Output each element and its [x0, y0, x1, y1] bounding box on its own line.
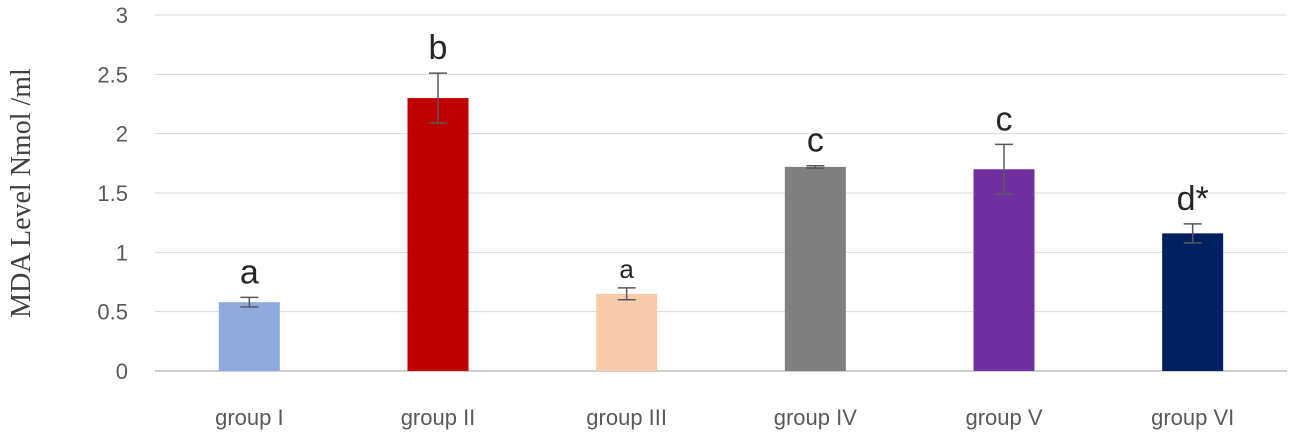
y-tick-label: 0.5: [97, 300, 128, 325]
error-bar: [995, 143, 1013, 195]
x-tick-label: group II: [401, 405, 476, 430]
significance-label: a: [240, 253, 259, 291]
x-axis-ticks: group I group II group III group IV group V g…: [215, 405, 1234, 430]
gridlines: [155, 14, 1287, 372]
x-tick-label: group V: [965, 405, 1042, 430]
significance-label: d*: [1177, 180, 1209, 218]
significance-label: c: [807, 122, 824, 160]
error-bar: [240, 296, 259, 308]
error-bar: [429, 72, 447, 124]
x-tick-label: group I: [215, 405, 284, 430]
significance-label: c: [996, 100, 1013, 138]
bar-group-iv: [784, 166, 846, 371]
y-tick-label: 3: [116, 3, 128, 28]
bar-group-v: [973, 169, 1035, 371]
y-axis-label: MDA Level Nmol /ml: [6, 68, 37, 318]
significance-label: b: [429, 29, 448, 67]
y-tick-label: 1: [116, 240, 128, 265]
y-tick-label: 2: [116, 122, 128, 147]
y-tick-label: 0: [116, 359, 128, 384]
bar-group-i: [218, 302, 280, 371]
error-bar: [1183, 223, 1202, 244]
bar-group-vi: [1162, 233, 1224, 371]
y-tick-label: 2.5: [97, 62, 128, 87]
y-tick-label: 1.5: [97, 181, 128, 206]
bars: [218, 98, 1224, 372]
significance-labels: a b a c c d*: [240, 29, 1209, 291]
significance-label: a: [619, 254, 634, 284]
bar-group-ii: [407, 98, 469, 372]
x-tick-label: group III: [586, 405, 667, 430]
error-bar: [617, 287, 636, 301]
y-axis-ticks: 0 0.5 1 1.5 2 2.5 3: [97, 3, 128, 384]
bar-group-iii: [596, 293, 658, 371]
x-tick-label: group IV: [774, 405, 857, 430]
x-tick-label: group VI: [1151, 405, 1234, 430]
error-bar: [806, 164, 825, 169]
error-bars: [240, 72, 1202, 308]
